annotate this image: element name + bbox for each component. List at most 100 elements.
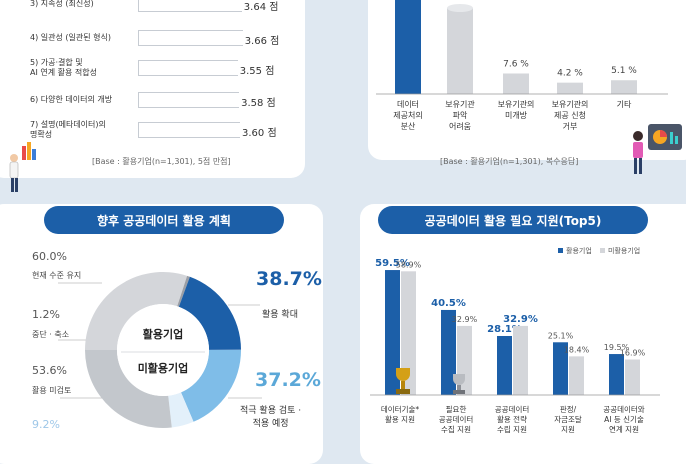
satisfaction-row-value: 3.60 점 [242, 128, 277, 139]
plan-donut-chart: 활용기업 미활용기업 [58, 272, 262, 428]
difficulty-category-label: 제공처의 [393, 110, 422, 120]
donut-slice-consider [181, 350, 241, 422]
satisfaction-row-label: 7) 설명(메타데이터)의 명확성 [30, 120, 106, 139]
satisfaction-row-bar [138, 30, 243, 46]
support-bar [569, 356, 584, 395]
satisfaction-row-bar [138, 122, 240, 138]
donut-inner-bottom: 미활용기업 [138, 361, 189, 375]
support-category-label: 활용 지원 [385, 414, 415, 424]
support-category-label: 필요한 [446, 404, 467, 414]
plan-left-pct-3: 53.6% [32, 364, 67, 377]
difficulty-category-label: 미개방 [505, 110, 528, 120]
support-bar [441, 309, 456, 395]
plan-left-pct-2: 1.2% [32, 308, 60, 321]
plan-right-label-1: 활용 확대 [262, 310, 298, 320]
difficulty-category-label: 파악 [453, 110, 468, 120]
difficulty-category-label: 어려움 [449, 121, 471, 131]
support-value-label: 32.9% [452, 315, 478, 324]
support-category-label: 공공데이터 [439, 414, 474, 424]
silver-trophy-base [453, 390, 465, 394]
support-category-label: 수립 지원 [497, 425, 527, 434]
support-category-label: 지원 [561, 425, 575, 434]
support-category-label: 수집 지원 [441, 424, 471, 434]
satisfaction-row-bar [138, 60, 238, 76]
support-value-label: 19.5% [604, 343, 630, 352]
support-bar [497, 335, 512, 395]
support-value-label: 25.1% [548, 331, 574, 340]
difficulty-category-label: 분산 [401, 121, 416, 131]
legend-label-nonusers: 미활용기업 [608, 246, 640, 255]
donut-slice-stop [177, 275, 190, 307]
support-bar [553, 342, 568, 395]
donut-slice-unreviewed [85, 350, 172, 428]
difficulty-category-label: 보유기관 [445, 99, 475, 109]
support-value-label: 16.9% [620, 349, 646, 358]
legend-label-users: 활용기업 [566, 246, 592, 255]
satisfaction-row-label: 6) 다양한 데이터의 개방 [30, 95, 113, 104]
difficulty-base-note: [Base : 활용기업(n=1,301), 복수응답] [440, 157, 579, 166]
satisfaction-row-label: 4) 일관성 (일관된 형식) [30, 33, 111, 42]
difficulty-bar [503, 73, 529, 94]
plan-title: 향후 공공데이터 활용 계획 [44, 206, 284, 234]
support-category-label: 공공데이터 [495, 404, 530, 414]
donut-slice-maintain [84, 272, 188, 350]
difficulty-bar [557, 82, 583, 94]
satisfaction-row-label: 3) 지속성 (최신성) [30, 0, 94, 8]
support-category-label: 연계 지원 [609, 424, 639, 434]
difficulty-value-label: 5.1 % [611, 66, 637, 76]
plan-right-pct-1: 38.7% [256, 268, 322, 290]
satisfaction-row-value: 3.64 점 [243, 2, 279, 13]
satisfaction-row-value: 3.55 점 [239, 66, 275, 77]
satisfaction-row-label: 5) 가공·결합 및 AI 연계 활용 적합성 [30, 58, 97, 77]
satisfaction-row-bar [138, 0, 242, 12]
support-bar [609, 354, 624, 395]
satisfaction-card [0, 0, 305, 178]
gold-trophy-icon [396, 368, 410, 381]
plan-left-label-2: 중단 · 축소 [32, 330, 70, 339]
difficulty-category-label: 데이터 [397, 99, 419, 109]
support-category-label: AI 등 신기술 [604, 415, 644, 424]
donut-slice-other [168, 392, 194, 428]
plan-right-label-2: 적극 활용 검토 · 적용 예정 [240, 406, 302, 429]
legend-swatch-nonusers [600, 248, 605, 253]
legend-swatch-users [558, 248, 563, 253]
plan-right-pct-2: 37.2% [255, 369, 321, 391]
support-title: 공공데이터 활용 필요 지원(Top5) [378, 206, 648, 234]
donut-inner-top: 활용기업 [143, 327, 183, 341]
woman-with-dashboard-illustration [633, 124, 682, 174]
gold-trophy-base [396, 389, 410, 394]
difficulty-category-label: 기타 [617, 100, 632, 109]
donut-slice-expand [178, 276, 241, 350]
difficulty-category-label: 제공 신청 [554, 111, 586, 120]
satisfaction-row-value: 3.66 점 [244, 36, 280, 47]
plan-left-pct-1: 60.0% [32, 250, 67, 263]
difficulty-bar [447, 8, 473, 94]
difficulty-bar [611, 80, 637, 94]
difficulty-value-label: 7.6 % [503, 59, 529, 69]
support-category-label: 판정/ [560, 404, 577, 414]
difficulty-category-label: 보유기관의 [498, 99, 535, 109]
silver-trophy-icon [453, 374, 465, 385]
satisfaction-base-note: [Base : 활용기업(n=1,301), 5점 만점] [92, 157, 231, 166]
difficulty-category-label: 보유기관의 [552, 99, 589, 109]
donut-center [117, 304, 209, 396]
difficulty-category-label: 거부 [563, 122, 578, 131]
difficulty-bar [395, 0, 421, 94]
silver-trophy-stem [457, 385, 461, 390]
support-value-label: 28.1% [487, 324, 522, 335]
difficulty-bar-cap [447, 4, 473, 12]
support-value-label: 40.5% [431, 298, 466, 309]
support-value-label: 58.9% [396, 260, 422, 269]
plan-left-pct-4: 9.2% [32, 418, 60, 431]
support-bar [385, 270, 400, 395]
support-value-label: 18.4% [564, 345, 590, 354]
support-value-label: 59.5% [375, 258, 410, 269]
support-category-label: 데이터기술* [381, 404, 419, 414]
person-with-chart-illustration [9, 142, 36, 192]
difficulty-value-label: 4.2 % [557, 69, 583, 79]
plan-left-label-1: 현재 수준 유지 [32, 271, 82, 280]
gold-trophy-stem [401, 381, 405, 389]
support-category-label: 공공데이터와 [603, 404, 644, 414]
support-category-label: 자금조달 [554, 415, 582, 424]
support-bar [625, 359, 640, 395]
